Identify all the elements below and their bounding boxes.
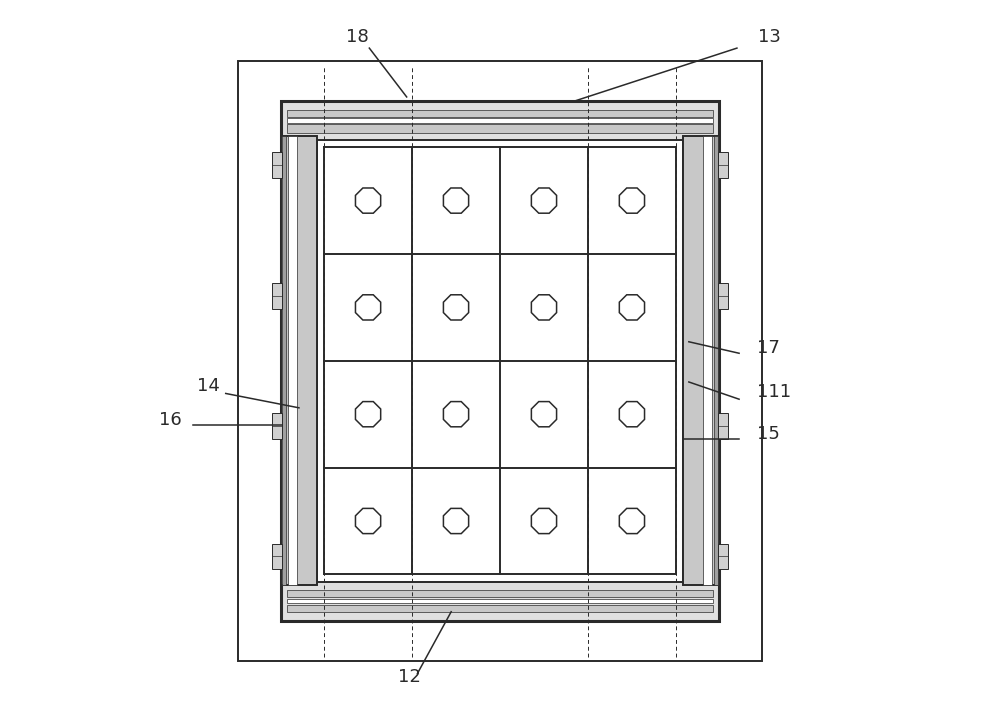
Polygon shape <box>355 295 381 320</box>
Polygon shape <box>355 188 381 213</box>
Bar <box>718 413 728 439</box>
Bar <box>718 283 728 309</box>
Bar <box>317 140 683 582</box>
Polygon shape <box>443 508 469 533</box>
Text: 111: 111 <box>757 383 791 401</box>
Bar <box>287 124 713 133</box>
Bar <box>272 413 282 439</box>
Polygon shape <box>619 188 645 213</box>
Bar <box>272 544 282 569</box>
Bar <box>287 605 713 612</box>
Bar <box>714 136 718 585</box>
Polygon shape <box>531 188 557 213</box>
Bar <box>238 61 762 661</box>
Bar <box>272 152 282 178</box>
Polygon shape <box>443 401 469 426</box>
Bar <box>718 544 728 569</box>
Text: 16: 16 <box>159 411 182 429</box>
Polygon shape <box>619 401 645 426</box>
Bar <box>287 590 713 597</box>
Text: 13: 13 <box>758 28 781 46</box>
Polygon shape <box>355 508 381 533</box>
Bar <box>287 118 713 123</box>
Polygon shape <box>443 295 469 320</box>
Polygon shape <box>355 401 381 426</box>
Polygon shape <box>531 401 557 426</box>
Bar <box>287 599 713 603</box>
Polygon shape <box>619 508 645 533</box>
Bar <box>703 136 712 585</box>
Bar <box>281 101 719 621</box>
Polygon shape <box>531 295 557 320</box>
Text: 17: 17 <box>757 340 780 358</box>
Text: 15: 15 <box>757 426 780 444</box>
Bar <box>282 136 286 585</box>
Bar <box>718 152 728 178</box>
Bar <box>287 110 713 117</box>
Text: 18: 18 <box>346 28 368 46</box>
Polygon shape <box>531 508 557 533</box>
Text: 12: 12 <box>398 668 421 686</box>
Bar <box>272 283 282 309</box>
Bar <box>288 136 297 585</box>
Bar <box>683 136 719 585</box>
Bar <box>281 136 317 585</box>
Polygon shape <box>443 188 469 213</box>
Text: 14: 14 <box>197 378 220 396</box>
Polygon shape <box>619 295 645 320</box>
